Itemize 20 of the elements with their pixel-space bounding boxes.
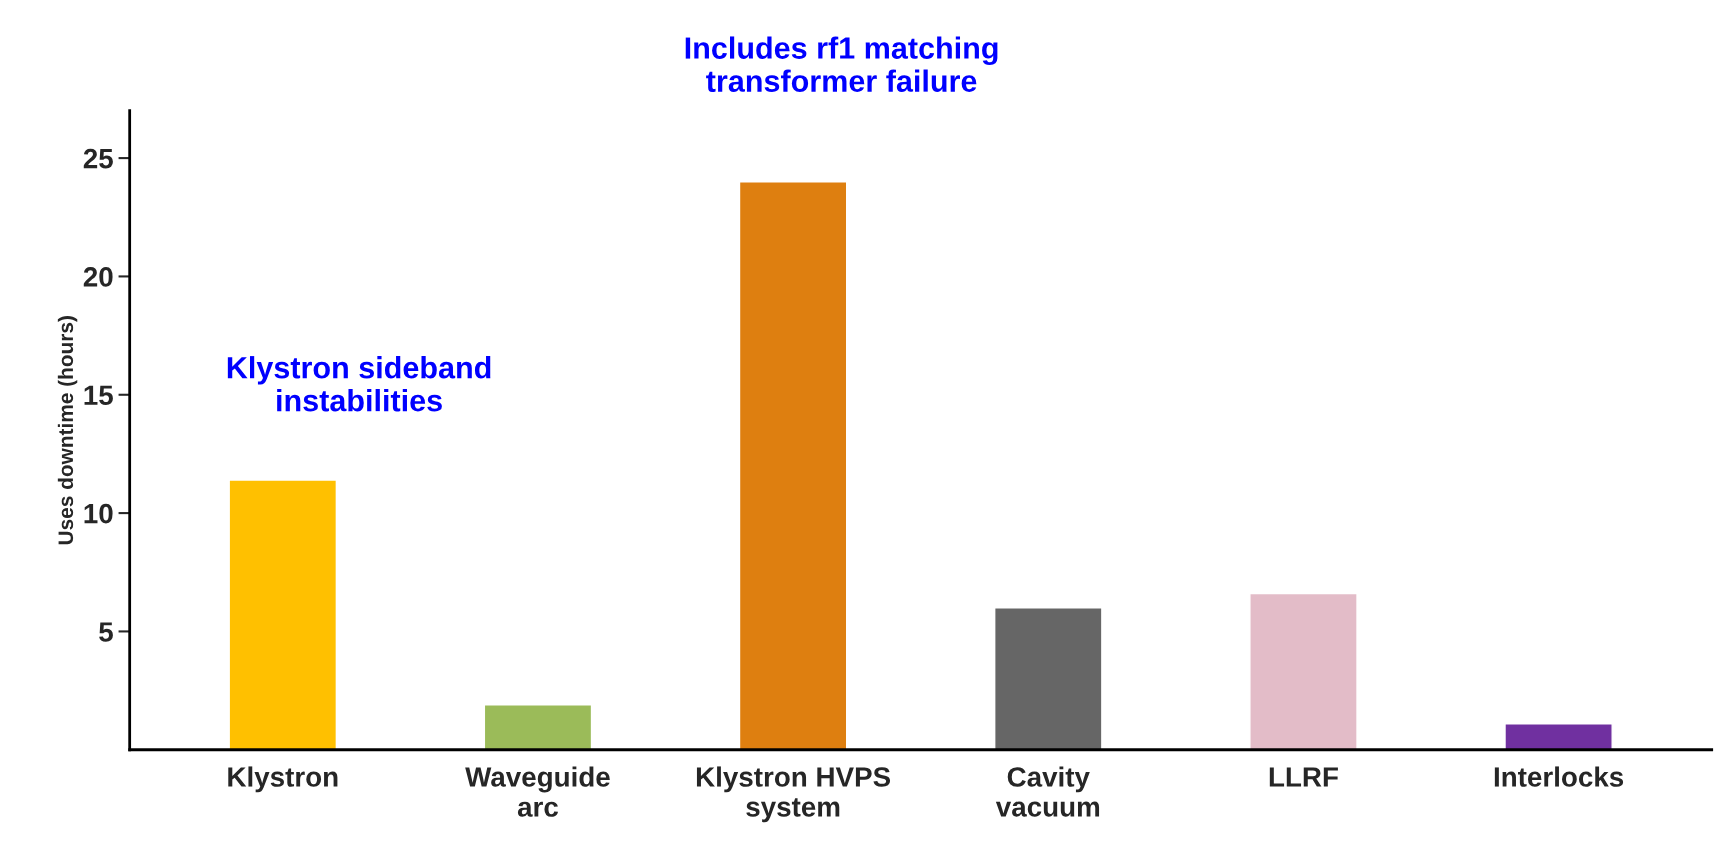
x-tick-label: Cavity vacuum bbox=[995, 766, 1100, 817]
x-tick-label: LLRF bbox=[1269, 767, 1338, 787]
bar bbox=[483, 704, 593, 750]
y-tick-label: 10 bbox=[84, 503, 113, 524]
y-tick-label: 15 bbox=[84, 385, 113, 406]
text: Includes rf1 matching transformer failure bbox=[685, 36, 998, 92]
bar bbox=[738, 181, 848, 750]
y-tick-label: 20 bbox=[83, 267, 113, 287]
bar bbox=[993, 607, 1103, 750]
y-tick-label: 25 bbox=[83, 148, 113, 169]
annotation: Klystron sideband instabilities bbox=[227, 356, 491, 412]
y-axis-title: Uses downtime (hours) bbox=[57, 316, 78, 545]
y-tick-label: 5 bbox=[99, 622, 113, 642]
bar bbox=[228, 479, 338, 750]
x-tick-label: Waveguide arc bbox=[465, 766, 610, 817]
x-tick-label: Klystron HVPS system bbox=[696, 766, 891, 823]
bar bbox=[1249, 592, 1358, 750]
x-tick-label: Klystron bbox=[228, 766, 338, 793]
x-tick-label: Interlocks bbox=[1494, 766, 1624, 787]
bar bbox=[1504, 723, 1613, 750]
